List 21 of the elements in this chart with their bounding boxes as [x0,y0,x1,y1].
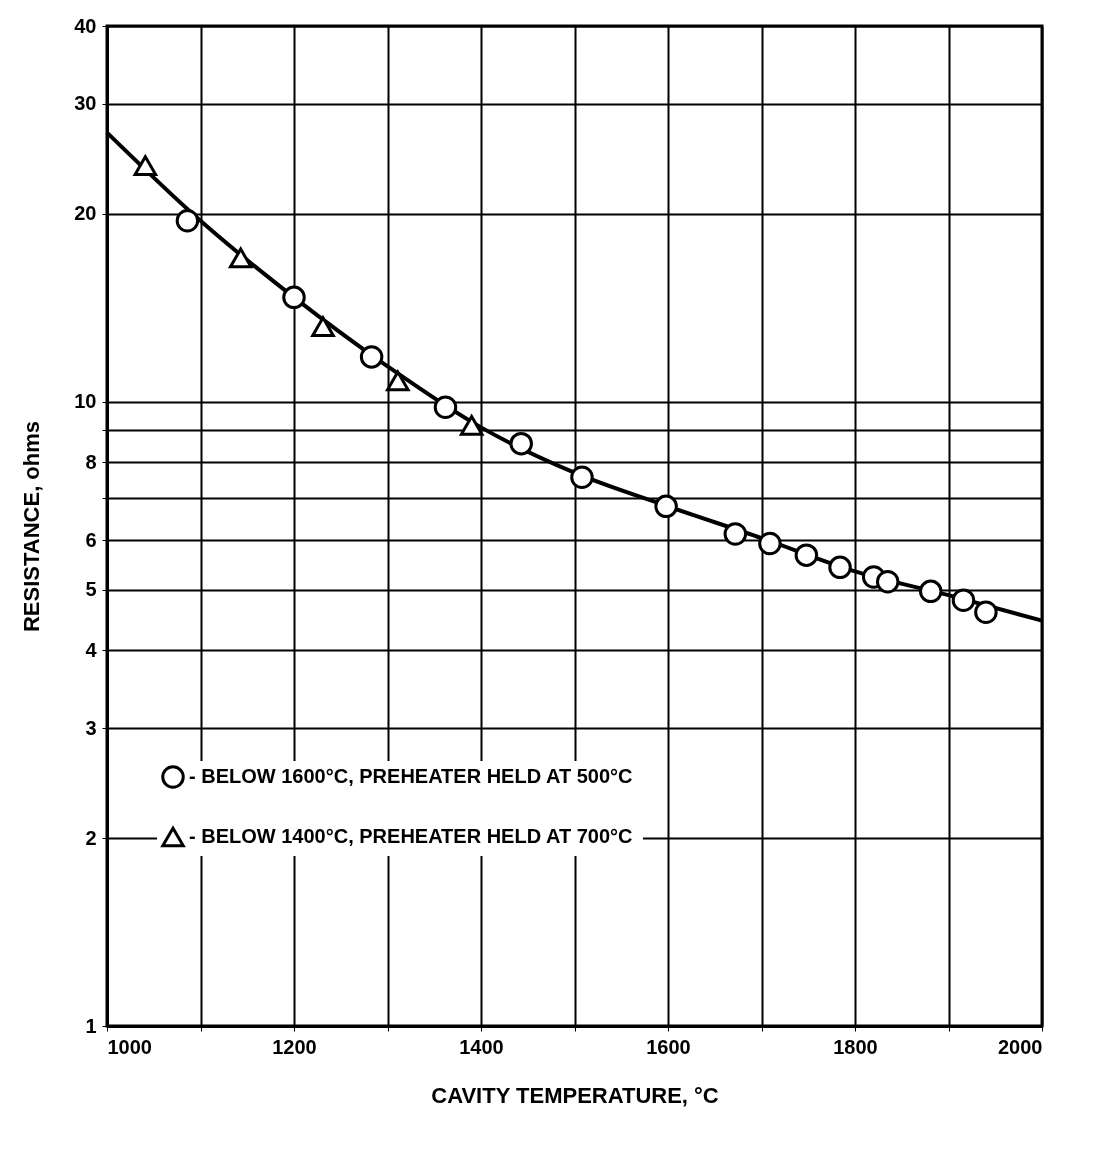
x-tick-label: 1800 [833,1035,878,1058]
x-tick-label: 2000 [998,1035,1043,1058]
legend-label: - BELOW 1600°C, PREHEATER HELD AT 500°C [189,765,633,787]
x-tick-label: 1400 [459,1035,504,1058]
y-tick-label: 6 [85,528,97,551]
y-tick-label: 3 [85,716,97,739]
y-tick-label: 1 [85,1014,97,1037]
y-tick-label: 10 [74,390,97,413]
x-tick-label: 1200 [272,1035,317,1058]
y-tick-label: 4 [85,638,98,661]
x-axis-title: CAVITY TEMPERATURE, °C [431,1082,719,1108]
y-tick-label: 30 [74,92,97,115]
y-tick-label: 40 [74,14,97,37]
y-tick-label: 2 [85,826,97,849]
y-tick-label: 20 [74,202,97,225]
y-tick-label: 5 [85,578,97,601]
x-tick-label: 1000 [107,1035,152,1058]
x-tick-label: 1600 [646,1035,691,1058]
legend-label: - BELOW 1400°C, PREHEATER HELD AT 700°C [189,825,633,847]
y-tick-label: 8 [85,450,97,473]
y-axis-title: RESISTANCE, ohms [19,420,45,633]
